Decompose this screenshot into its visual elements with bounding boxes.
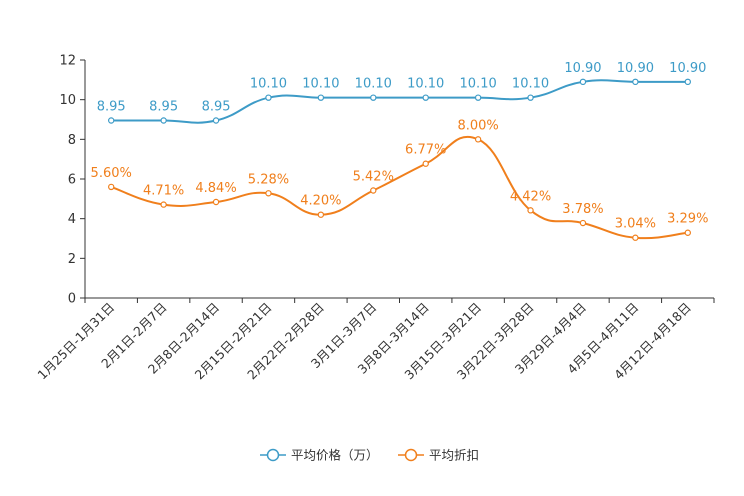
axes [84, 60, 714, 299]
y-tick-label: 2 [68, 252, 76, 267]
data-point[interactable] [474, 136, 482, 143]
data-label: 10.10 [460, 77, 497, 92]
legend-label: 平均折扣 [429, 448, 479, 463]
data-label: 6.77% [405, 143, 446, 158]
data-point[interactable] [317, 211, 325, 218]
data-label: 8.00% [457, 118, 498, 133]
data-point[interactable] [632, 234, 639, 241]
data-point[interactable] [422, 160, 429, 167]
data-point[interactable] [265, 94, 272, 101]
data-label: 4.84% [195, 181, 236, 196]
y-tick-label: 10 [59, 93, 76, 108]
data-point[interactable] [527, 94, 534, 101]
legend-item-avg-price[interactable]: 平均价格（万） [260, 448, 379, 463]
data-point[interactable] [422, 94, 429, 101]
data-point[interactable] [579, 219, 587, 227]
legend-marker-icon [266, 448, 280, 462]
data-point[interactable] [684, 78, 691, 86]
data-label: 10.10 [250, 77, 287, 92]
data-point[interactable] [527, 207, 534, 214]
data-point[interactable] [212, 117, 220, 124]
data-label: 5.60% [91, 166, 132, 181]
data-label: 8.95 [97, 99, 126, 114]
data-point[interactable] [370, 187, 377, 194]
x-tick-label: 1月25日-1月31日 [34, 300, 117, 383]
data-label: 5.42% [353, 170, 394, 185]
data-label: 10.10 [407, 77, 444, 92]
data-point[interactable] [684, 229, 691, 236]
data-label: 4.71% [143, 184, 184, 199]
data-label: 3.29% [667, 212, 708, 227]
y-tick-label: 6 [68, 173, 76, 188]
data-label: 8.95 [149, 99, 178, 114]
data-label: 10.10 [302, 77, 339, 92]
legend[interactable]: 平均价格（万） 平均折扣 [260, 448, 479, 463]
y-tick-label: 4 [68, 212, 76, 227]
series-avg-price: 8.95 8.95 8.95 10.10 10.10 10.10 10.10 10.10 10.… [97, 61, 706, 124]
y-axis-ticks: 0 2 4 6 8 10 12 [59, 54, 85, 307]
data-label: 8.95 [202, 99, 231, 114]
data-label: 5.28% [248, 172, 289, 187]
data-label: 10.90 [669, 61, 706, 76]
data-point[interactable] [108, 183, 115, 191]
legend-label: 平均价格（万） [291, 448, 379, 463]
x-axis-ticks: 1月25日-1月31日2月1日-2月7日2月8日-2月14日2月15日-2月21… [34, 298, 715, 383]
data-point[interactable] [160, 201, 167, 208]
data-label: 3.78% [562, 202, 603, 217]
data-point[interactable] [108, 117, 115, 124]
data-label: 4.20% [300, 194, 341, 209]
data-point[interactable] [474, 94, 482, 101]
data-label: 4.42% [510, 189, 551, 204]
y-tick-label: 8 [68, 133, 76, 148]
data-label: 3.04% [615, 217, 656, 232]
data-point[interactable] [370, 94, 377, 101]
data-point[interactable] [579, 78, 587, 86]
series-avg-discount: 5.60% 4.71% 4.84% 5.28% 4.20% 5.42% 6.77% 8.00%… [91, 118, 708, 241]
y-tick-label: 0 [68, 292, 76, 307]
data-label: 10.10 [512, 77, 549, 92]
data-point[interactable] [632, 78, 639, 86]
data-point[interactable] [212, 198, 220, 206]
legend-item-avg-discount[interactable]: 平均折扣 [398, 448, 479, 463]
series-line [111, 79, 688, 124]
legend-marker-icon [404, 448, 418, 462]
data-label: 10.90 [564, 61, 601, 76]
data-point[interactable] [160, 117, 167, 124]
data-label: 10.90 [617, 61, 654, 76]
series-layer: 8.95 8.95 8.95 10.10 10.10 10.10 10.10 10.10 10.… [91, 61, 708, 241]
data-label: 10.10 [355, 77, 392, 92]
data-point[interactable] [317, 94, 325, 101]
data-point[interactable] [265, 190, 272, 197]
y-tick-label: 12 [59, 54, 76, 69]
